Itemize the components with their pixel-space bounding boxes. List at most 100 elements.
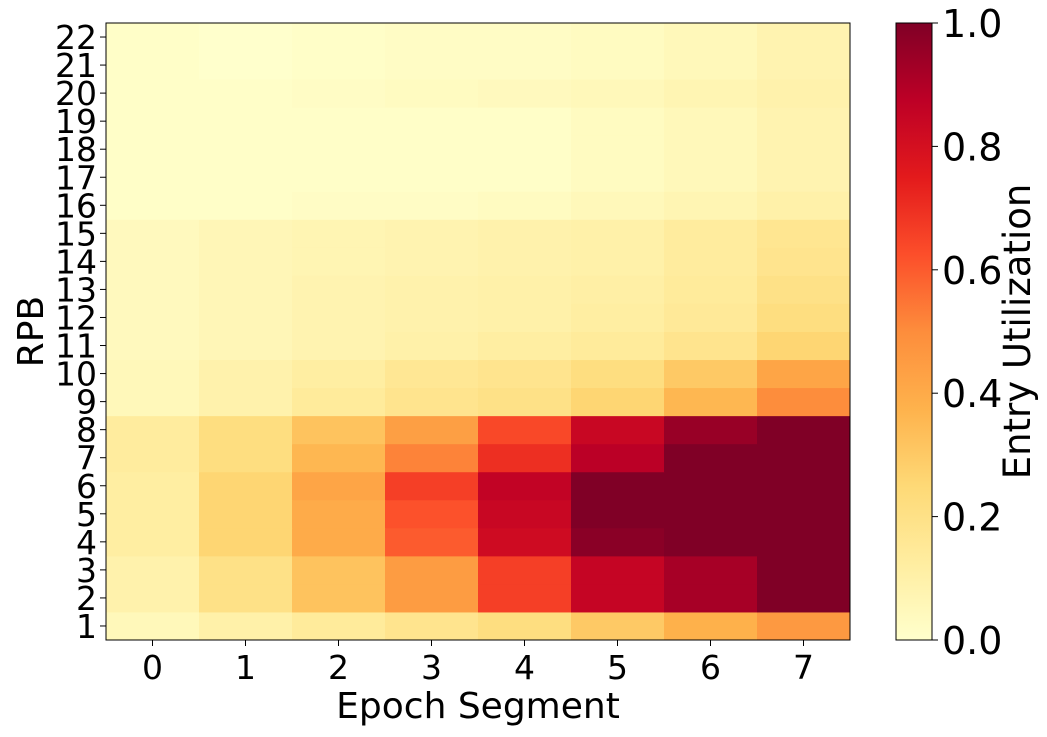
heatmap-cell (571, 107, 665, 136)
heatmap-cell (571, 163, 665, 192)
heatmap-cell (478, 555, 572, 585)
heatmap-cell (478, 359, 572, 389)
heatmap-cell (199, 583, 293, 613)
heatmap-cell (385, 331, 479, 361)
heatmap-cell (571, 275, 665, 304)
colorbar-label: Entry Utilization (996, 184, 1039, 480)
heatmap-cell (664, 23, 758, 52)
x-axis-ticks: 0 1 2 3 4 5 6 7 (142, 640, 814, 687)
heatmap-cell (385, 247, 479, 276)
heatmap-cell (292, 331, 386, 361)
y-tick-label: 22 (55, 18, 97, 57)
heatmap-cells (106, 23, 851, 641)
heatmap-cell (199, 359, 293, 389)
heatmap-cell (757, 359, 851, 389)
heatmap-cell (292, 219, 386, 248)
heatmap-cell (106, 387, 200, 417)
heatmap-cell (199, 135, 293, 164)
heatmap-cell (199, 611, 293, 641)
heatmap-cell (106, 51, 200, 80)
heatmap-cell (292, 191, 386, 220)
heatmap-cell (478, 415, 572, 445)
colorbar-tick-label: 0.4 (942, 372, 1002, 416)
heatmap-cell (478, 191, 572, 220)
heatmap-cell (478, 331, 572, 361)
heatmap-cell (199, 163, 293, 192)
y-tick-label: 10 (55, 355, 97, 394)
heatmap-cell (106, 583, 200, 613)
heatmap-cell (385, 275, 479, 304)
heatmap-cell (478, 303, 572, 332)
heatmap-cell (199, 471, 293, 501)
heatmap-cell (571, 191, 665, 220)
heatmap-cell (757, 387, 851, 417)
heatmap-cell (478, 611, 572, 641)
heatmap-cell (757, 415, 851, 445)
heatmap-cell (757, 499, 851, 529)
heatmap-cell (664, 359, 758, 389)
heatmap-cell (571, 499, 665, 529)
heatmap-cell (478, 499, 572, 529)
heatmap-cell (571, 219, 665, 248)
heatmap-cell (385, 583, 479, 613)
heatmap-cell (478, 51, 572, 80)
heatmap-cell (292, 359, 386, 389)
y-tick-label: 13 (55, 270, 97, 309)
heatmap-cell (757, 331, 851, 361)
x-tick-label: 2 (328, 648, 349, 687)
heatmap-cell (757, 443, 851, 473)
heatmap-cell (199, 219, 293, 248)
heatmap-cell (571, 359, 665, 389)
heatmap-cell (571, 79, 665, 108)
y-tick-label: 18 (55, 130, 97, 169)
y-tick-label: 15 (55, 214, 97, 253)
x-tick-label: 6 (700, 648, 721, 687)
heatmap-cell (571, 23, 665, 52)
y-tick-label: 7 (76, 439, 97, 478)
heatmap-cell (664, 163, 758, 192)
heatmap-cell (106, 79, 200, 108)
heatmap-cell (664, 135, 758, 164)
heatmap-cell (106, 191, 200, 220)
heatmap-cell (664, 303, 758, 332)
heatmap-cell (571, 443, 665, 473)
heatmap-cell (664, 443, 758, 473)
heatmap-cell (199, 443, 293, 473)
x-tick-label: 0 (142, 648, 163, 687)
heatmap-cell (292, 555, 386, 585)
heatmap-cell (757, 527, 851, 557)
heatmap-cell (199, 275, 293, 304)
heatmap-cell (385, 135, 479, 164)
heatmap-cell (106, 163, 200, 192)
colorbar-tick-label: 0.8 (942, 125, 1002, 169)
heatmap-cell (757, 191, 851, 220)
heatmap-cell (292, 527, 386, 557)
heatmap-cell (478, 471, 572, 501)
heatmap-cell (199, 247, 293, 276)
heatmap-cell (571, 527, 665, 557)
heatmap-cell (664, 387, 758, 417)
y-tick-label: 1 (76, 607, 97, 646)
heatmap-cell (292, 79, 386, 108)
heatmap-cell (292, 443, 386, 473)
heatmap-cell (292, 163, 386, 192)
heatmap-cell (385, 107, 479, 136)
x-tick-label: 7 (793, 648, 814, 687)
heatmap-cell (292, 387, 386, 417)
heatmap-cell (478, 387, 572, 417)
heatmap-cell (757, 471, 851, 501)
heatmap-cell (478, 79, 572, 108)
heatmap-cell (106, 443, 200, 473)
heatmap-cell (478, 443, 572, 473)
heatmap-cell (292, 107, 386, 136)
heatmap-cell (199, 79, 293, 108)
heatmap-cell (292, 51, 386, 80)
heatmap-cell (385, 191, 479, 220)
heatmap-cell (292, 135, 386, 164)
heatmap-cell (478, 527, 572, 557)
heatmap-cell (664, 611, 758, 641)
heatmap-cell (478, 23, 572, 52)
heatmap-cell (385, 51, 479, 80)
heatmap-cell (664, 275, 758, 304)
